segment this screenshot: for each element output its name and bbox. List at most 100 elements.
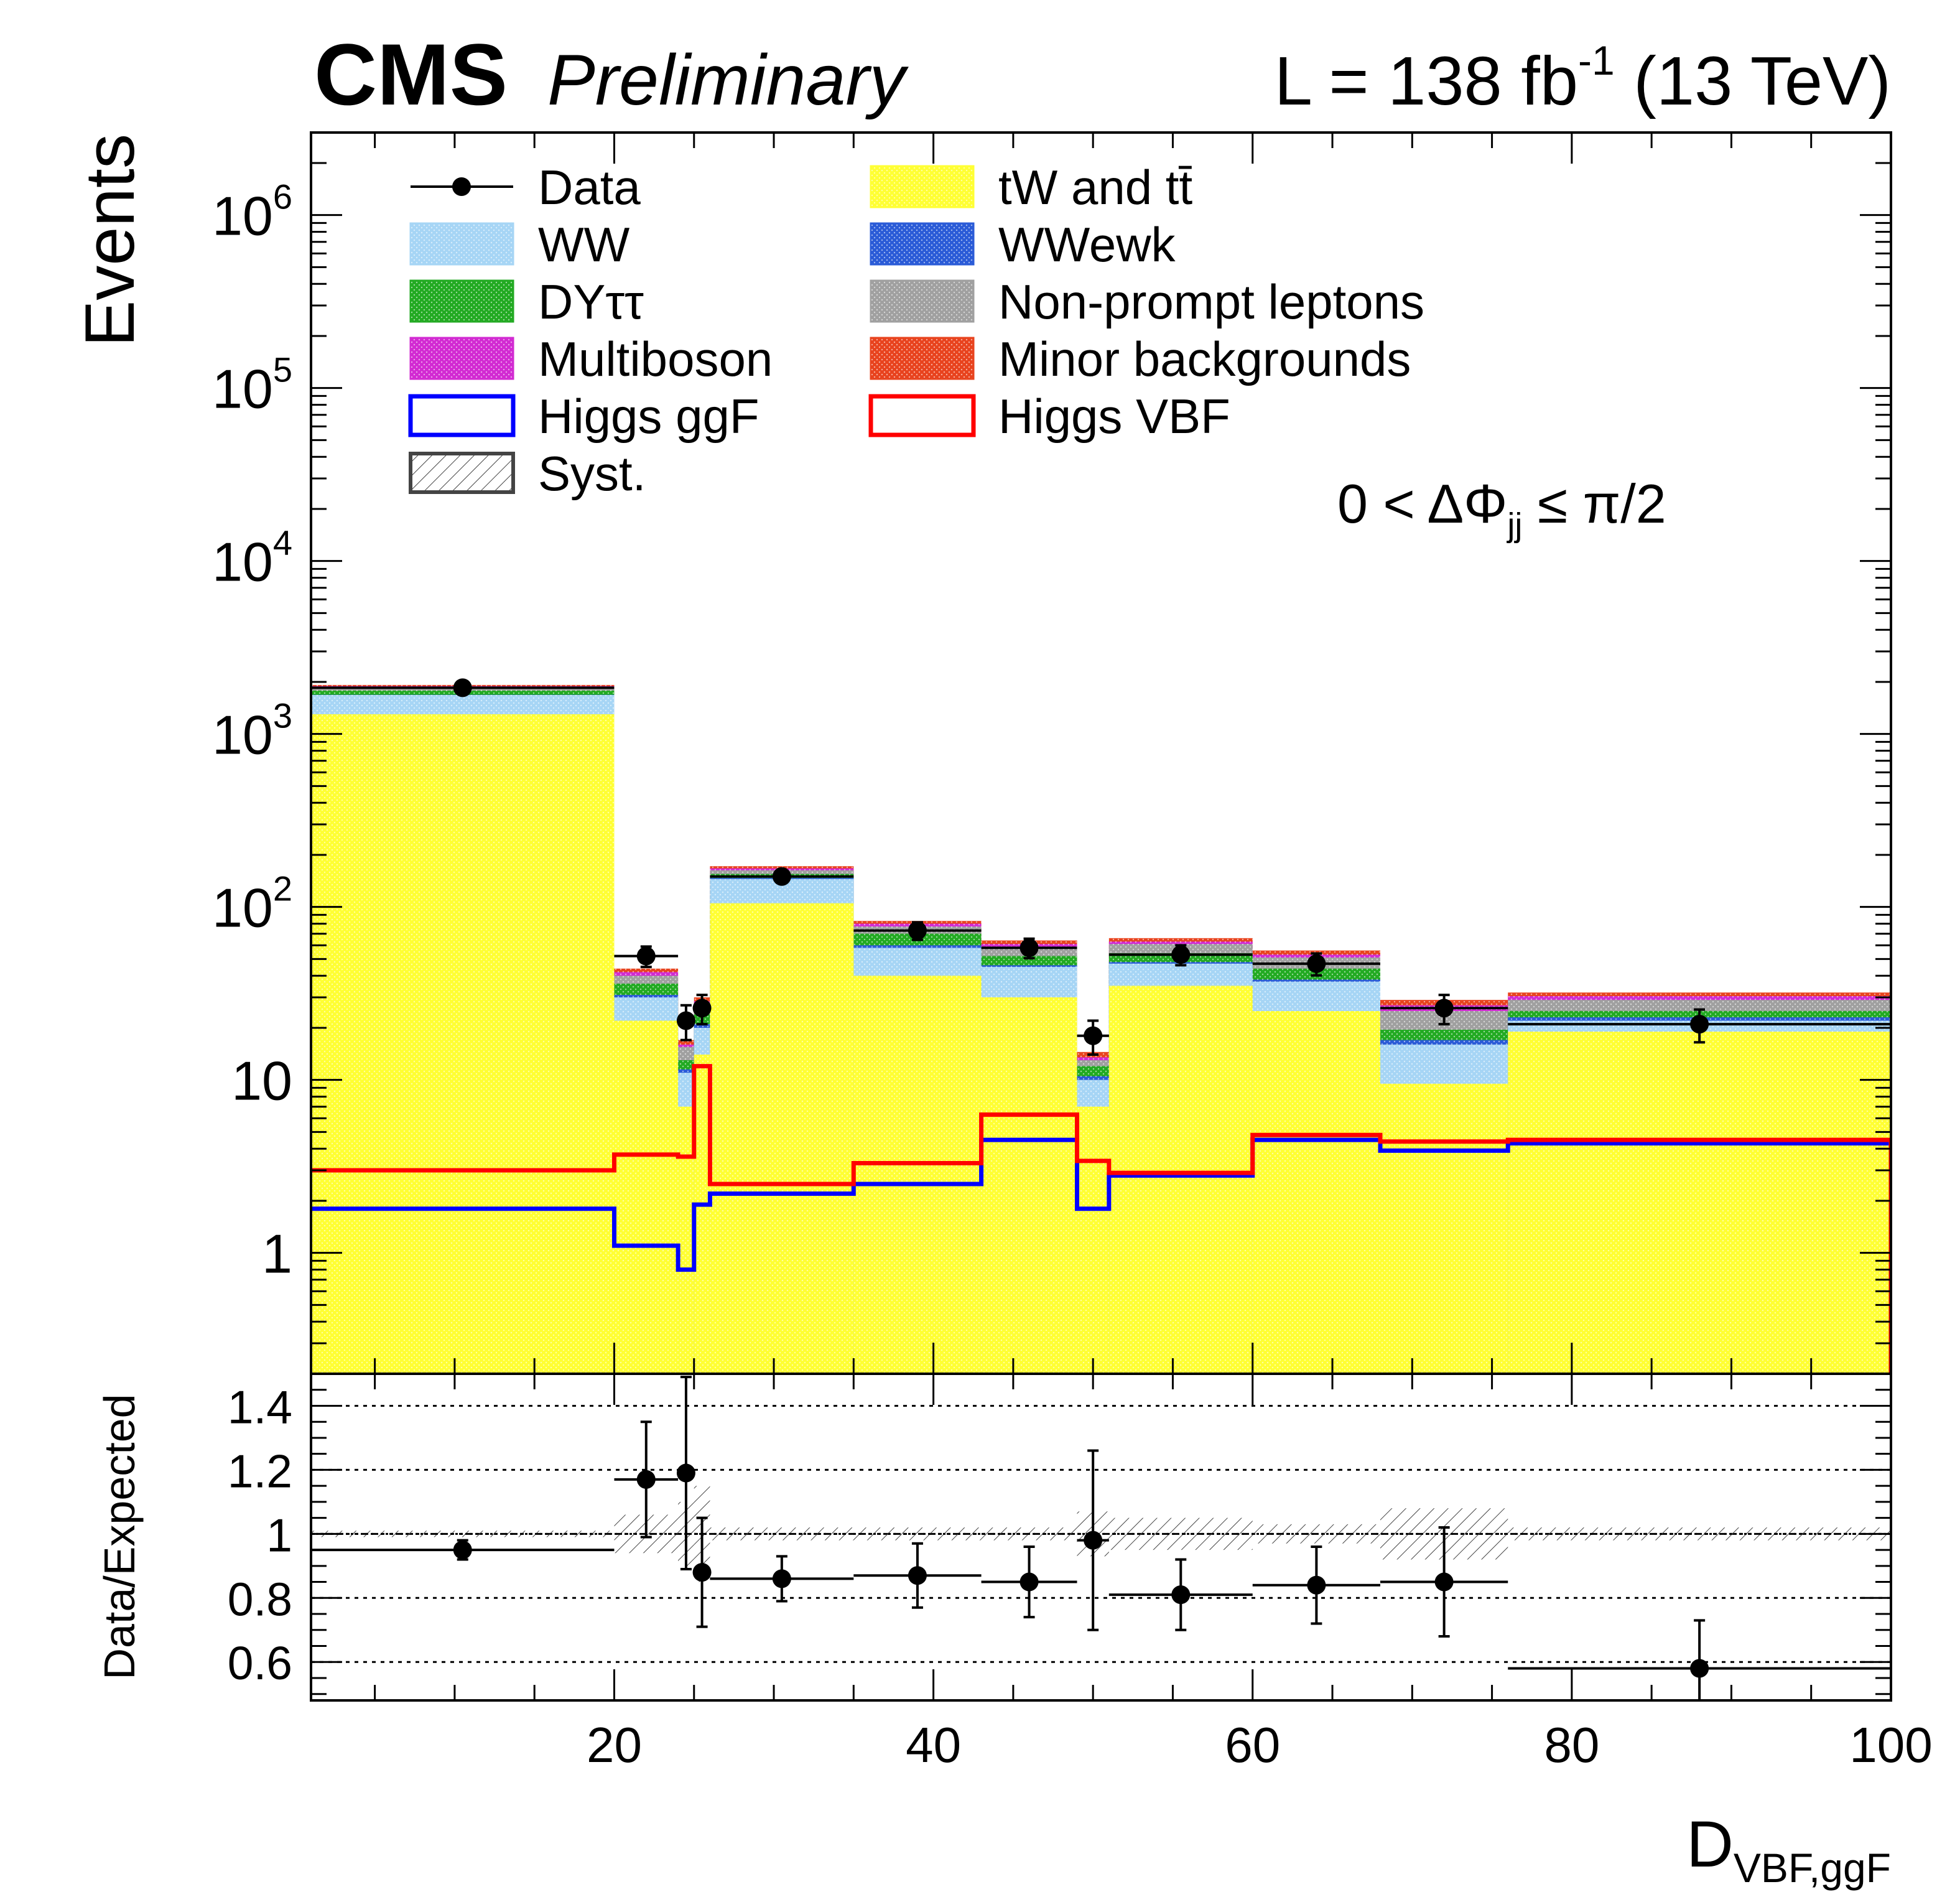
legend-label: WWewk — [998, 217, 1176, 272]
y-tick-label-exp: 6 — [273, 177, 292, 217]
data-point — [908, 921, 927, 940]
ratio-point — [908, 1566, 927, 1585]
ratio-y-tick-label: 1 — [266, 1509, 292, 1561]
y-tick-label: 105 — [212, 350, 292, 420]
y-axis-title-ratio: Data/Expected — [95, 1394, 144, 1679]
legend-hatch-box — [409, 452, 515, 494]
lumi-prefix: L = 138 fb — [1275, 43, 1578, 119]
stack-bar-texture — [853, 976, 982, 1374]
ratio-point — [453, 1541, 472, 1560]
data-point — [1307, 954, 1326, 973]
ratio-point — [1307, 1575, 1326, 1595]
ratio-syst-band — [311, 1486, 1891, 1582]
ratio-y-tick-label: 0.6 — [228, 1637, 292, 1689]
stack-bar-texture — [1252, 1011, 1380, 1374]
legend-item: WWewk — [870, 217, 1176, 272]
legend-swatch-texture — [411, 281, 513, 322]
x-axis-title-main: D — [1686, 1808, 1734, 1881]
legend: Data tW and tt̄ WW WWewk DYττ Non-prompt lept… — [408, 160, 1424, 501]
data-point — [1171, 945, 1191, 964]
legend-label: Data — [538, 160, 641, 215]
ratio-points — [311, 1376, 1891, 1702]
data-point — [676, 1011, 695, 1030]
ratio-y-tick-label: 0.8 — [228, 1573, 292, 1625]
legend-label: tW and tt̄ — [998, 160, 1192, 215]
legend-item: Minor backgrounds — [870, 332, 1411, 386]
ratio-point — [1084, 1531, 1103, 1550]
legend-line-box — [868, 394, 976, 437]
data-point — [692, 999, 712, 1018]
syst-band-bin — [710, 1527, 854, 1541]
legend-item: DYττ — [409, 274, 644, 329]
x-axis-title-sub: VBF,ggF — [1734, 1845, 1891, 1891]
y-tick-label: 103 — [212, 696, 292, 766]
y-tick-label: 104 — [212, 523, 292, 593]
ratio-y-tick-label: 1.2 — [228, 1445, 292, 1497]
stacked-histogram — [311, 684, 1891, 1374]
lumi-exponent: -1 — [1578, 37, 1615, 83]
region-annotation: 0 < ΔΦjj ≤ π/2 — [1337, 473, 1666, 544]
legend-item: Syst. — [409, 446, 646, 501]
legend-data-marker — [452, 177, 471, 196]
x-tick-label: 60 — [1225, 1717, 1280, 1773]
region-annotation-tail: ≤ π/2 — [1522, 473, 1666, 534]
legend-swatch-texture — [871, 166, 973, 207]
y-tick-label-exp: 5 — [273, 350, 292, 389]
x-tick-label: 100 — [1849, 1717, 1932, 1773]
y-tick-label-base: 10 — [212, 185, 273, 247]
legend-swatch-texture — [411, 223, 513, 264]
ratio-point — [692, 1563, 712, 1582]
data-point — [1084, 1026, 1103, 1045]
y-tick-label-base: 1 — [262, 1223, 292, 1285]
stack-bar-texture — [1380, 1083, 1508, 1374]
status-label: Preliminary — [547, 40, 909, 120]
legend-label: WW — [538, 217, 630, 272]
region-annotation-main: 0 < ΔΦ — [1337, 473, 1507, 534]
legend-swatch-texture — [411, 338, 513, 379]
ratio-y-tick-label: 1.4 — [228, 1381, 292, 1433]
y-tick-label: 1 — [262, 1223, 292, 1285]
legend-label: Higgs ggF — [538, 389, 759, 444]
lumi-suffix: (13 TeV) — [1615, 43, 1891, 119]
data-point — [1434, 999, 1454, 1018]
y-tick-label-base: 10 — [212, 704, 273, 766]
stack-bar-texture — [311, 714, 615, 1374]
data-point — [453, 678, 472, 697]
ratio-point — [636, 1470, 656, 1489]
data-point — [1690, 1015, 1709, 1034]
legend-label: DYττ — [538, 274, 644, 329]
y-tick-label-exp: 3 — [273, 696, 292, 735]
y-tick-label-base: 10 — [231, 1050, 292, 1112]
y-tick-label-exp: 4 — [273, 523, 292, 562]
legend-item: Non-prompt leptons — [870, 274, 1424, 329]
stack-bar-texture — [1077, 1106, 1109, 1374]
legend-label: Non-prompt leptons — [998, 274, 1424, 329]
y-tick-label: 10 — [231, 1050, 292, 1112]
ratio-plot: 0.6 0.8 1 1.2 1.4 20 40 60 80 100 — [228, 1373, 1933, 1773]
ratio-point — [1171, 1585, 1191, 1605]
legend-label: Syst. — [538, 446, 646, 501]
legend-swatch-texture — [871, 281, 973, 322]
legend-item: Higgs VBF — [868, 389, 1230, 444]
legend-item: WW — [409, 217, 630, 272]
ratio-point — [772, 1569, 791, 1588]
x-tick-label: 80 — [1544, 1717, 1599, 1773]
legend-label: Multiboson — [538, 332, 773, 386]
y-tick-label-base: 10 — [212, 531, 273, 593]
legend-item: Higgs ggF — [408, 389, 759, 444]
data-point — [772, 867, 791, 886]
x-tick-label: 20 — [587, 1717, 642, 1773]
ratio-point — [1019, 1572, 1039, 1592]
data-point — [636, 946, 656, 966]
data-points — [311, 678, 1891, 1056]
legend-swatch-texture — [871, 338, 973, 379]
syst-band-bin — [853, 1527, 982, 1541]
signal-overlays — [311, 1064, 1891, 1374]
legend-line-box — [408, 394, 516, 437]
x-tick-label: 40 — [906, 1717, 961, 1773]
legend-swatch-texture — [871, 223, 973, 264]
stack-bar-texture — [1108, 986, 1253, 1374]
region-annotation-sub: jj — [1506, 506, 1522, 544]
